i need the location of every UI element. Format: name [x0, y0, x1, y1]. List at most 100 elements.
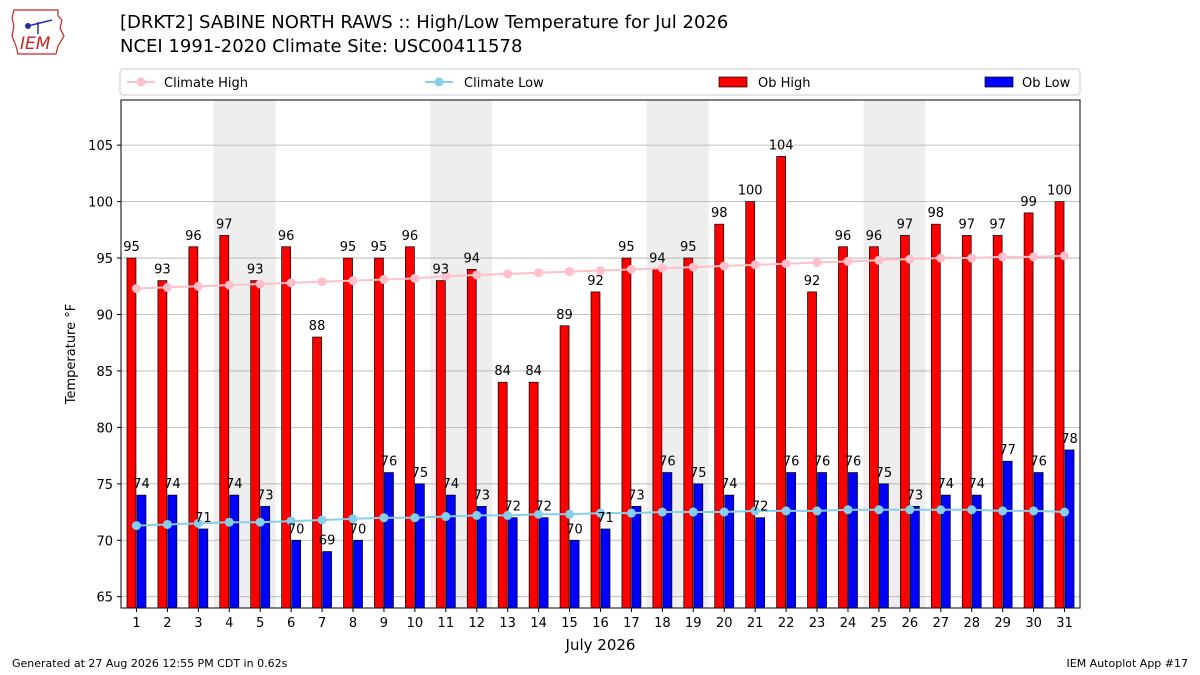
y-tick-label: 65 — [96, 591, 113, 606]
ob-high-label: 93 — [247, 263, 264, 278]
ob-high-label: 99 — [1020, 195, 1037, 210]
climate-low-point — [410, 513, 420, 523]
ob-low-label: 72 — [504, 500, 521, 515]
ob-high-bar — [219, 235, 230, 609]
ob-high-bar — [838, 246, 848, 609]
ob-low-label: 69 — [319, 534, 336, 549]
climate-low-point — [348, 514, 358, 524]
climate-low-point — [441, 512, 451, 522]
ob-high-bar — [1023, 212, 1034, 609]
x-tick-label: 2 — [163, 616, 171, 631]
climate-high-point — [750, 260, 760, 270]
ob-high-label: 94 — [649, 251, 666, 266]
climate-low-point — [1029, 506, 1039, 516]
legend-box — [119, 68, 1081, 96]
climate-low-point — [565, 509, 575, 519]
ob-high-label: 100 — [1047, 184, 1072, 199]
climate-high-point — [534, 268, 544, 278]
ob-low-label: 71 — [195, 511, 212, 526]
ob-low-label: 70 — [350, 522, 367, 537]
legend-ob-low-label: Ob Low — [1022, 76, 1071, 91]
ob-high-label: 94 — [463, 251, 480, 266]
ob-high-bar — [652, 268, 663, 609]
ob-high-label: 89 — [556, 308, 573, 323]
climate-high-point — [162, 282, 172, 292]
x-tick-label: 14 — [530, 616, 547, 631]
climate-high-point — [565, 267, 575, 277]
x-tick-label: 3 — [194, 616, 202, 631]
iem-logo: IEM — [8, 6, 68, 60]
ob-high-bar — [466, 268, 477, 609]
climate-high-point — [874, 255, 884, 265]
footer-generated: Generated at 27 Aug 2026 12:55 PM CDT in… — [12, 657, 288, 670]
ob-low-label: 76 — [814, 455, 831, 470]
climate-high-point — [1060, 251, 1070, 261]
climate-high-point — [441, 271, 451, 281]
climate-low-point — [626, 508, 636, 518]
logo-text: IEM — [20, 34, 51, 54]
climate-low-point — [1060, 507, 1070, 517]
legend-ob-high-label: Ob High — [758, 76, 811, 91]
climate-low-point — [317, 515, 327, 525]
climate-low-point — [936, 505, 946, 515]
ob-low-label: 73 — [257, 488, 274, 503]
ob-low-bar — [1033, 472, 1044, 609]
ob-low-bar — [693, 483, 704, 609]
ob-high-bar — [528, 381, 539, 609]
climate-high-point — [410, 273, 420, 283]
ob-low-label: 77 — [999, 443, 1016, 458]
ob-low-label: 75 — [876, 466, 893, 481]
ob-low-bar — [879, 483, 889, 609]
ob-high-bar — [1054, 201, 1065, 609]
climate-high-point — [843, 256, 853, 266]
ob-low-label: 76 — [1030, 455, 1047, 470]
ob-low-label: 76 — [659, 455, 676, 470]
x-tick-label: 30 — [1025, 616, 1042, 631]
x-tick-label: 31 — [1056, 616, 1073, 631]
climate-high-point — [503, 269, 513, 279]
x-tick-label: 6 — [287, 616, 295, 631]
climate-low-point — [967, 505, 977, 515]
ob-low-label: 74 — [721, 477, 738, 492]
x-tick-label: 15 — [561, 616, 578, 631]
climate-high-point — [781, 259, 791, 269]
climate-high-point — [317, 277, 327, 287]
ob-high-label: 97 — [989, 217, 1006, 232]
ob-low-label: 76 — [783, 455, 800, 470]
y-tick-label: 90 — [96, 308, 113, 323]
x-axis-label: July 2026 — [565, 636, 636, 654]
climate-high-point — [998, 252, 1008, 262]
legend-climate-low-label: Climate Low — [464, 76, 544, 91]
climate-high-point — [224, 280, 234, 290]
ob-low-label: 72 — [535, 500, 552, 515]
climate-low-point — [379, 513, 389, 523]
ob-high-bar — [157, 280, 168, 609]
ob-low-bar — [322, 551, 332, 609]
ob-low-bar — [569, 539, 580, 609]
ob-high-bar — [126, 257, 137, 609]
x-tick-label: 10 — [407, 616, 424, 631]
legend-climate-high-marker — [136, 77, 146, 87]
climate-low-point — [255, 517, 265, 527]
climate-high-point — [286, 278, 296, 288]
ob-high-bar — [250, 280, 261, 609]
climate-low-point — [812, 506, 822, 516]
ob-high-bar — [714, 223, 725, 609]
legend-climate-low-marker — [434, 77, 444, 87]
ob-low-label: 73 — [628, 488, 645, 503]
climate-low-point — [472, 510, 482, 520]
ob-low-label: 75 — [690, 466, 707, 481]
ob-low-label: 78 — [1061, 432, 1078, 447]
climate-high-point — [719, 261, 729, 271]
climate-low-point — [131, 521, 141, 531]
climate-high-point — [936, 253, 946, 263]
climate-high-point — [688, 262, 698, 272]
climate-low-point — [688, 507, 698, 517]
ob-low-label: 72 — [752, 500, 769, 515]
ob-low-label: 74 — [968, 477, 985, 492]
climate-high-point — [967, 253, 977, 263]
ob-high-bar — [435, 280, 446, 609]
ob-high-bar — [405, 246, 415, 609]
ob-low-bar — [1064, 449, 1075, 609]
ob-low-label: 70 — [566, 522, 583, 537]
